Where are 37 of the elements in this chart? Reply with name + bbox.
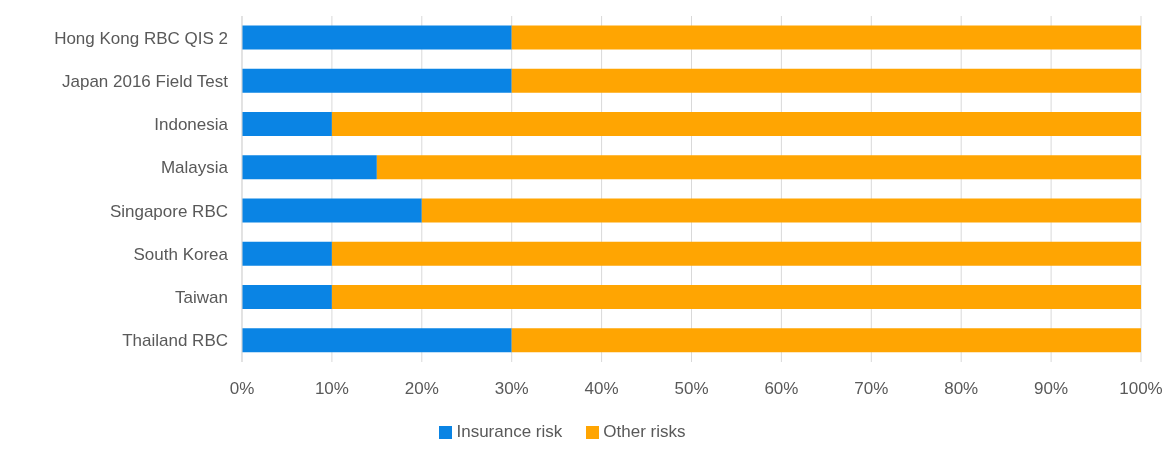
bar <box>331 285 1141 310</box>
x-tick-label: 90% <box>1034 379 1069 399</box>
bar <box>242 328 512 353</box>
legend-label: Insurance risk <box>456 422 563 441</box>
y-tick-label: Japan 2016 Field Test <box>61 71 229 91</box>
bar <box>242 112 332 137</box>
x-tick-label: 60% <box>764 379 799 399</box>
bar <box>242 241 332 266</box>
x-tick-label: 100% <box>1119 379 1163 399</box>
x-tick-label: 0% <box>229 379 255 399</box>
y-tick-label: Taiwan <box>175 288 228 308</box>
bar <box>242 285 332 310</box>
x-tick-label: 20% <box>404 379 439 399</box>
bar <box>242 68 512 93</box>
y-tick-label: South Korea <box>133 244 229 264</box>
y-tick-label: Thailand RBC <box>122 331 228 351</box>
bar <box>511 68 1141 93</box>
x-tick-label: 30% <box>494 379 529 399</box>
x-tick-label: 10% <box>314 379 349 399</box>
bar <box>331 241 1141 266</box>
x-tick-label: 40% <box>584 379 619 399</box>
bar <box>242 155 377 180</box>
legend-label: Other risks <box>603 422 686 441</box>
y-tick-label: Indonesia <box>154 115 229 135</box>
x-tick-label: 50% <box>674 379 709 399</box>
bar <box>331 112 1141 137</box>
y-tick-label: Malaysia <box>160 158 229 178</box>
bar <box>511 328 1141 353</box>
bar <box>242 198 422 223</box>
y-tick-label: Hong Kong RBC QIS 2 <box>54 28 228 48</box>
bar <box>242 25 512 50</box>
x-tick-label: 70% <box>854 379 889 399</box>
x-tick-label: 80% <box>944 379 979 399</box>
bar <box>511 25 1141 50</box>
bar <box>376 155 1141 180</box>
bar <box>421 198 1141 223</box>
y-tick-label: Singapore RBC <box>109 201 228 221</box>
